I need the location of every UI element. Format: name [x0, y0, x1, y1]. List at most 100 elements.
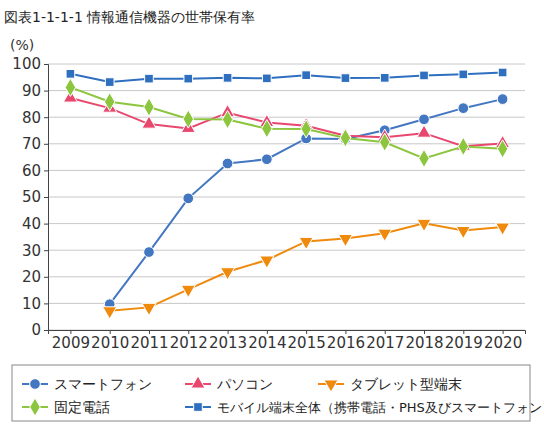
series-marker	[105, 78, 114, 87]
legend-label: 固定電話	[54, 399, 110, 415]
y-tick-mark	[44, 330, 48, 331]
x-tick-label: 2018	[405, 334, 443, 352]
series-marker	[66, 70, 75, 79]
y-tick: 20	[22, 268, 48, 286]
grid	[48, 64, 525, 330]
y-tick: 0	[31, 321, 48, 339]
series-marker	[497, 140, 507, 158]
x-tick: 2020	[484, 330, 522, 352]
y-tick-mark	[44, 250, 48, 251]
y-tick: 60	[22, 162, 48, 180]
series-marker	[103, 307, 117, 319]
legend-marker	[194, 403, 203, 412]
series-marker	[262, 120, 272, 138]
x-tick-label: 2009	[52, 334, 90, 352]
y-tick-mark	[44, 91, 48, 92]
y-tick-label: 60	[22, 162, 41, 180]
series-marker	[417, 219, 431, 231]
y-tick: 100	[12, 55, 48, 73]
x-tick-label: 2010	[91, 334, 129, 352]
series-marker	[456, 226, 470, 238]
y-tick-label: 100	[12, 55, 41, 73]
y-tick-label: 80	[22, 109, 41, 127]
legend-label: モバイル端末全体（携帯電話・PHS及びスマートフォン）	[217, 400, 544, 415]
series-marker	[340, 129, 350, 147]
x-tick: 2018	[405, 330, 443, 352]
plot-area	[63, 68, 509, 319]
series-marker	[341, 74, 350, 83]
y-tick: 50	[22, 188, 48, 206]
series-marker	[145, 74, 154, 83]
y-tick-label: 30	[22, 242, 41, 260]
series-marker	[142, 116, 156, 128]
title: 図表1-1-1-1 情報通信機器の世帯保有率	[4, 9, 255, 25]
series-marker	[419, 114, 430, 125]
y-tick: 30	[22, 242, 48, 260]
series-marker	[380, 74, 389, 83]
series-marker	[183, 110, 193, 128]
series-marker	[338, 234, 352, 246]
legend-item: タブレット型端末	[318, 376, 462, 392]
series-marker	[222, 158, 233, 169]
series-marker	[221, 268, 235, 280]
legend-label: タブレット型端末	[350, 376, 462, 392]
y-tick-mark	[44, 277, 48, 278]
series-marker	[419, 149, 429, 167]
series-marker	[459, 70, 468, 79]
series-marker	[301, 120, 311, 138]
legend-label: パソコン	[216, 376, 273, 392]
x-tick: 2011	[130, 330, 168, 352]
chart: 図表1-1-1-1 情報通信機器の世帯保有率(%)010203040506070…	[0, 0, 544, 428]
y-tick-label: 70	[22, 135, 41, 153]
y-tick-mark	[44, 170, 48, 171]
y-tick: 90	[22, 82, 48, 100]
series-marker	[498, 68, 507, 77]
x-tick: 2016	[327, 330, 365, 352]
x-tick: 2014	[248, 330, 286, 352]
y-tick: 70	[22, 135, 48, 153]
legend-item: スマートフォン	[22, 376, 152, 392]
x-tick: 2009	[52, 330, 90, 352]
grid-line	[48, 117, 525, 118]
x-tick: 2013	[209, 330, 247, 352]
x-tick-label: 2014	[248, 334, 286, 352]
y-axis: 0 10 20 30 40 50 60 70 80 90 100	[12, 55, 48, 339]
x-tick: 2017	[366, 330, 404, 352]
x-tick: 2015	[288, 330, 326, 352]
x-tick-label: 2012	[170, 334, 208, 352]
series-marker	[184, 74, 193, 83]
series-marker	[223, 74, 232, 83]
x-tick-label: 2016	[327, 334, 365, 352]
legend-item: 固定電話	[22, 398, 110, 416]
x-tick-label: 2019	[445, 334, 483, 352]
x-axis: 2009201020112012201320142015201620172018…	[49, 330, 526, 352]
y-tick-label: 0	[31, 321, 41, 339]
y-tick-label: 50	[22, 188, 41, 206]
series-marker	[260, 256, 274, 268]
y-tick-label: 10	[22, 295, 41, 313]
series-line	[110, 99, 503, 304]
legend-label: スマートフォン	[54, 376, 152, 392]
y-tick: 80	[22, 109, 48, 127]
grid-line	[48, 64, 525, 65]
y-tick-mark	[44, 117, 48, 118]
series-marker	[302, 71, 311, 80]
x-tick: 2019	[445, 330, 483, 352]
x-tick-label: 2011	[130, 334, 168, 352]
y-tick-label: 40	[22, 215, 41, 233]
series-marker	[299, 237, 313, 249]
series-marker	[142, 303, 156, 315]
x-tick-label: 2013	[209, 334, 247, 352]
series-marker	[496, 223, 510, 235]
legend-marker	[324, 380, 338, 392]
legend-marker	[30, 398, 40, 416]
series-line	[70, 87, 502, 158]
y-axis-line	[44, 65, 49, 331]
grid-line	[48, 170, 525, 171]
series-marker	[104, 93, 114, 111]
legend-marker	[30, 379, 41, 390]
grid-line	[48, 197, 525, 198]
series-marker	[222, 111, 232, 129]
x-tick-label: 2017	[366, 334, 404, 352]
series-marker	[181, 285, 195, 297]
